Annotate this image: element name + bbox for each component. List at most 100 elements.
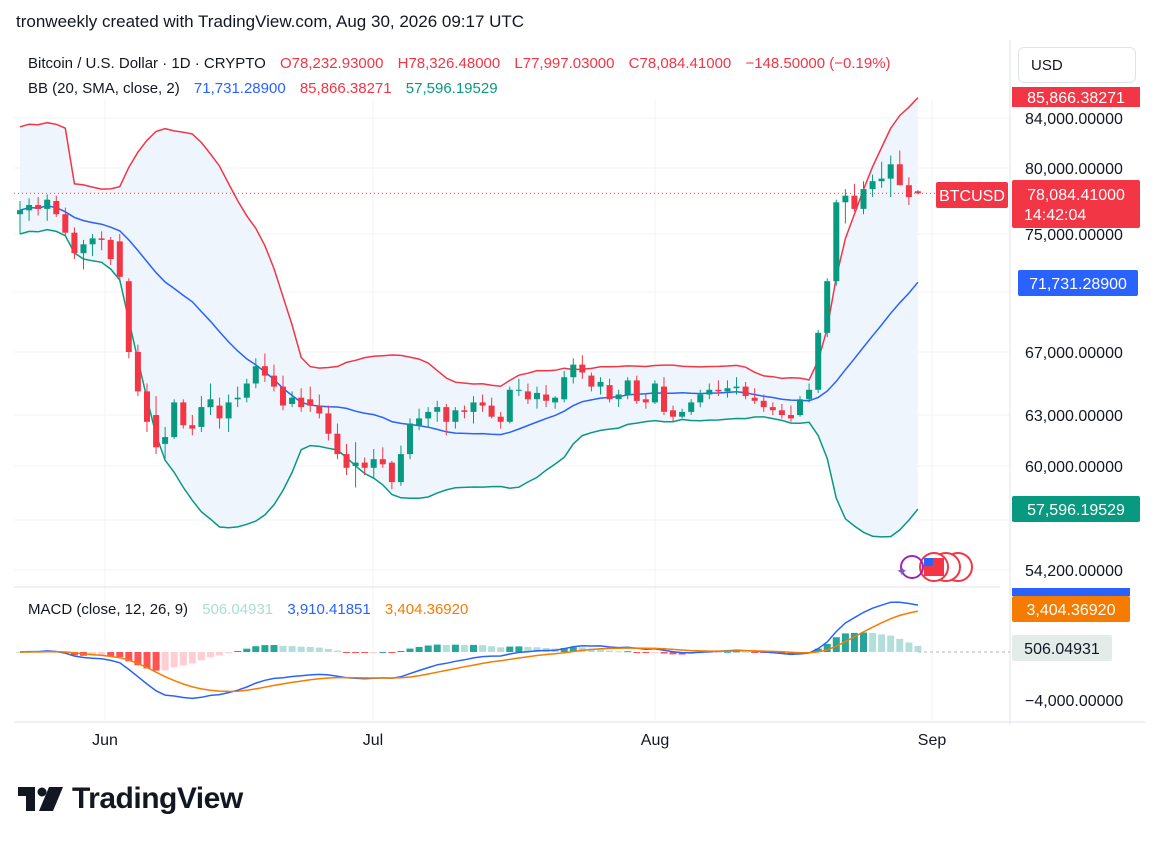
candle-body [860, 189, 867, 209]
candle-body [252, 366, 259, 384]
candle-body [751, 397, 758, 401]
currency-button[interactable]: USD [1018, 47, 1136, 83]
macd-histogram-bar [651, 652, 659, 653]
candle-body [742, 386, 749, 397]
candle-body [670, 410, 676, 417]
candle-body [198, 407, 205, 427]
candle [497, 411, 504, 429]
candle [134, 344, 141, 397]
candle-body [869, 181, 876, 190]
candle [207, 383, 214, 415]
macd-histogram-bar [270, 645, 278, 652]
macd-signal-tag-text: 3,404.36920 [1027, 602, 1116, 619]
bb-upper-tag-text: 85,866.38271 [1027, 90, 1125, 107]
macd-hist-tag-text: 506.04931 [1024, 641, 1100, 658]
bollinger-basis-line [19, 205, 919, 436]
macd-histogram-bar [243, 648, 251, 652]
last-price-tag: 78,084.41000 14:42:04 [1012, 180, 1140, 228]
candle-body [797, 399, 803, 416]
candle [216, 397, 223, 429]
candle-body [760, 400, 767, 408]
candle [860, 181, 867, 215]
candle [633, 375, 640, 404]
tradingview-brand[interactable]: TradingView [18, 782, 243, 816]
candle [706, 383, 713, 400]
candle [679, 408, 686, 419]
macd-name[interactable]: MACD (close, 12, 26, 9) [28, 601, 189, 618]
candle [806, 383, 813, 403]
price-axis: 84,000.00000 80,000.00000 75,000.00000 67,0… [1025, 111, 1123, 710]
candle [388, 460, 395, 490]
candle-body [842, 195, 849, 203]
candle [243, 378, 250, 403]
candle-body [153, 415, 160, 448]
macd-histogram-bar [134, 652, 142, 666]
macd-histogram-bar [606, 650, 614, 652]
candle [153, 396, 160, 455]
candle-body [778, 410, 785, 415]
candle [298, 388, 305, 412]
time-axis: Jun Jul Aug Sep [92, 732, 946, 749]
candle-body [298, 397, 305, 408]
macd-histogram-bar [388, 652, 396, 653]
candle-body [316, 405, 323, 414]
candle [71, 227, 78, 260]
candle [488, 397, 495, 419]
candle-body [651, 383, 658, 403]
candle-body [733, 386, 740, 389]
macd-legend: MACD (close, 12, 26, 9) 506.04931 3,910.… [28, 601, 468, 618]
price-tick-label: 80,000.00000 [1025, 161, 1123, 178]
candle [524, 383, 531, 404]
macd-histogram-bar [896, 638, 904, 652]
candle [35, 197, 42, 216]
candle-body [62, 214, 69, 233]
macd-histogram-bar [125, 652, 133, 662]
candle-body [724, 388, 731, 392]
candle-body [407, 423, 413, 455]
change-value: −148.50000 (−0.19%) [745, 55, 891, 72]
macd-histogram-bar [207, 652, 214, 658]
candle-body [588, 375, 595, 387]
candle [506, 386, 513, 424]
candle [869, 174, 876, 198]
candle-series [17, 150, 921, 490]
bb-name[interactable]: BB (20, SMA, close, 2) [28, 80, 180, 97]
macd-histogram-bar [343, 652, 350, 653]
candle-body [379, 459, 386, 465]
candle [778, 403, 785, 419]
candle [180, 399, 187, 429]
candle-body [488, 405, 495, 417]
candle-body [788, 415, 794, 419]
candle [851, 183, 858, 212]
candle-body [134, 352, 141, 392]
candle [824, 278, 831, 338]
candle-body [661, 386, 667, 412]
macd-histogram-bar [315, 647, 323, 652]
high-value: H78,326.48000 [397, 55, 501, 72]
price-tick-label: 63,000.00000 [1025, 408, 1123, 425]
candle-body [615, 394, 622, 400]
price-tick-label: 67,000.00000 [1025, 345, 1123, 362]
candle [661, 377, 667, 415]
candle-body [71, 232, 78, 254]
candle-body [35, 205, 42, 209]
candle-body [425, 411, 432, 419]
macd-histogram-bar [297, 646, 305, 652]
macd-histogram-bar [370, 652, 378, 653]
candle [715, 380, 722, 397]
candle [289, 391, 296, 408]
candle [769, 402, 776, 415]
candle [833, 199, 840, 286]
bb-basis-tag-text: 71,731.28900 [1029, 276, 1127, 293]
candle-body [679, 411, 686, 417]
candle-body [17, 210, 23, 215]
macd-histogram-bar [878, 634, 886, 652]
price-tick-label: 60,000.00000 [1025, 459, 1123, 476]
candle [797, 396, 803, 417]
bb-lower-value: 57,596.19529 [405, 80, 498, 97]
candle [733, 377, 740, 395]
chart-header: tronweekly created with TradingView.com,… [16, 12, 525, 31]
symbol-legend: Bitcoin / U.S. Dollar · 1D · CRYPTO O78,… [28, 55, 891, 72]
candle-body [397, 454, 404, 483]
